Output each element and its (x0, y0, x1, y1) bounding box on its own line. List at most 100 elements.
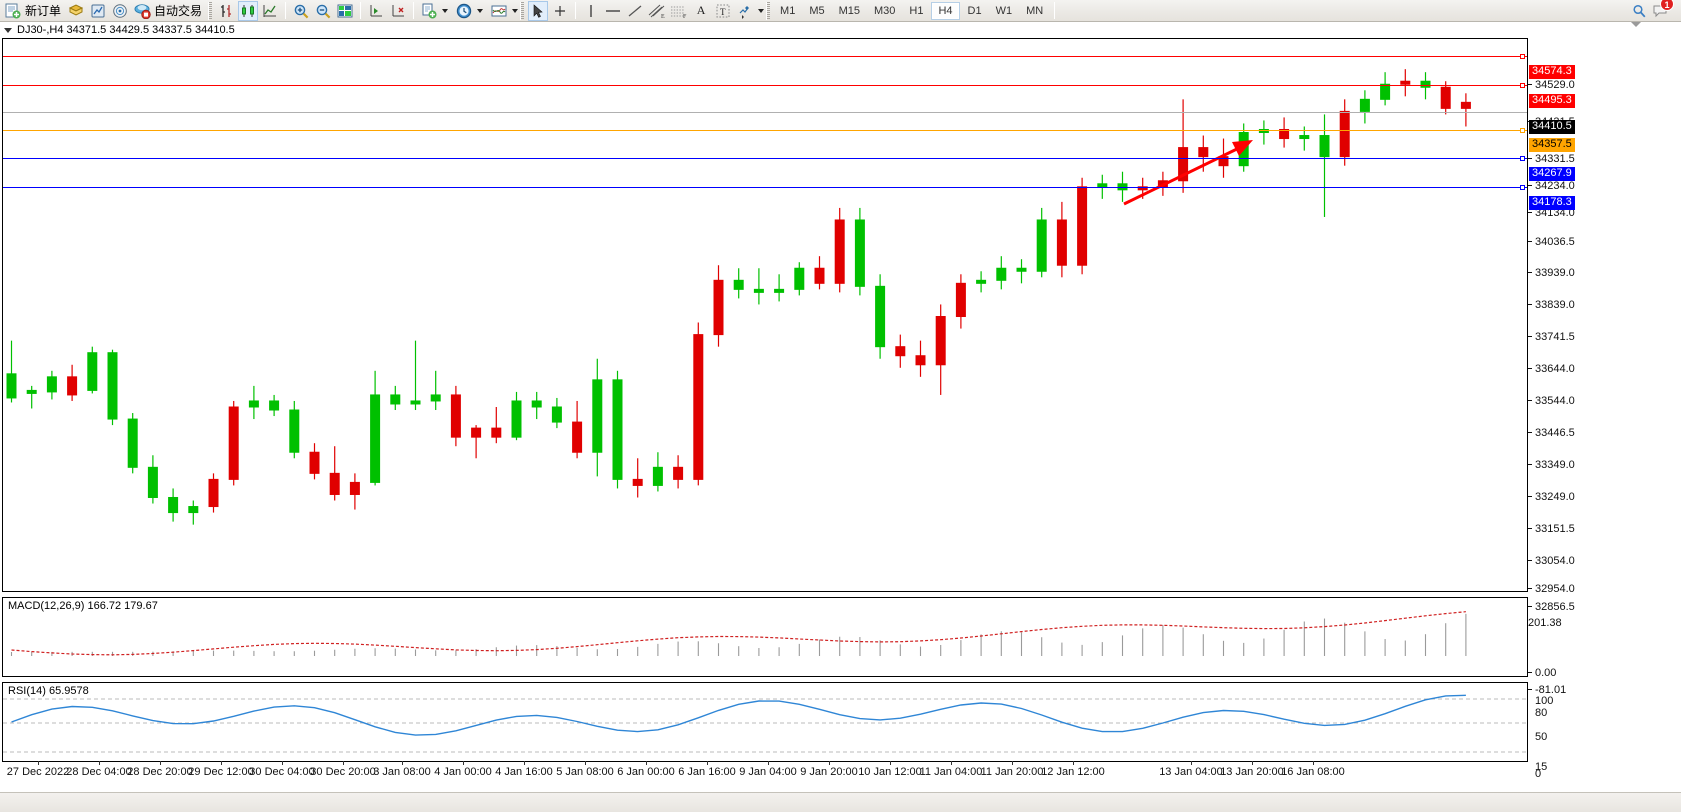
time-tick-mark (951, 761, 952, 765)
macd-pane[interactable]: MACD(12,26,9) 166.72 179.67 (2, 597, 1528, 677)
period-m30[interactable]: M30 (874, 4, 896, 17)
profiles-icon[interactable] (66, 1, 86, 21)
indicators-dropdown-caret-icon[interactable] (512, 8, 519, 13)
level-handle[interactable] (1520, 54, 1525, 59)
objects-icon[interactable] (735, 1, 755, 21)
price-axis[interactable]: 34529.034431.534331.534234.034134.034036… (1528, 38, 1681, 780)
price-pane[interactable] (2, 38, 1528, 592)
indicators-icon[interactable] (489, 1, 509, 21)
time-tick-mark (1012, 761, 1013, 765)
time-tick-label: 28 Dec 20:00 (127, 766, 193, 778)
autotrade-label: 自动交易 (154, 4, 203, 18)
candle-body (652, 466, 663, 486)
time-tick-label: 27 Dec 2022 (6, 766, 70, 778)
text-icon[interactable]: A (696, 3, 706, 17)
text-label-icon[interactable]: T (713, 1, 733, 21)
objects-dropdown-caret-icon[interactable] (758, 8, 765, 13)
alerts-icon[interactable]: 1 (1651, 0, 1674, 21)
time-tick-label: 10 Jan 12:00 (858, 766, 922, 778)
period-h4[interactable]: H4 (931, 1, 960, 20)
level-line-34357[interactable] (3, 128, 1527, 133)
time-tick-mark (1252, 761, 1253, 765)
macd-tick: -81.01 (1528, 684, 1566, 696)
new-order-label: 新订单 (25, 4, 62, 18)
time-tick-label: 9 Jan 20:00 (800, 766, 858, 778)
template-dropdown-caret-icon[interactable] (442, 8, 449, 13)
candle-body (1097, 183, 1108, 188)
fibonacci-icon[interactable]: F (669, 1, 689, 21)
price-tick: 33839.0 (1528, 299, 1575, 311)
candle-body (976, 279, 987, 284)
toolbar-grip[interactable] (208, 1, 213, 20)
level-line-34574[interactable] (3, 54, 1527, 59)
macd-tick: 201.38 (1528, 617, 1562, 629)
new-order-icon[interactable] (3, 1, 23, 21)
level-line-34178[interactable] (3, 185, 1527, 190)
price-level-label[interactable]: 34357.5 (1529, 138, 1575, 152)
crosshair-icon[interactable] (550, 1, 570, 21)
navigator-icon[interactable] (110, 1, 130, 21)
level-handle[interactable] (1520, 185, 1525, 190)
period-m15[interactable]: M15 (838, 4, 860, 17)
price-level-label[interactable]: 34495.3 (1529, 94, 1575, 108)
horizontal-line-icon[interactable] (603, 1, 623, 21)
price-tick: 33741.5 (1528, 331, 1575, 343)
level-handle[interactable] (1520, 128, 1525, 133)
trendline-icon[interactable] (625, 1, 645, 21)
autotrade-icon[interactable] (132, 1, 152, 21)
rsi-pane[interactable]: RSI(14) 65.9578 (2, 682, 1528, 762)
chart-window: DJ30-,H4 34371.5 34429.5 34337.5 34410.5… (0, 22, 1681, 812)
market-watch-icon[interactable] (88, 1, 108, 21)
vertical-line-icon[interactable] (581, 1, 601, 21)
cursor-icon[interactable] (528, 0, 549, 21)
candlestick-plot (6, 69, 1471, 525)
price-tick: 34331.5 (1528, 153, 1575, 165)
zoom-in-icon[interactable] (291, 1, 311, 21)
price-level-label[interactable]: 34574.3 (1529, 65, 1575, 79)
price-level-label[interactable]: 34410.5 (1529, 120, 1575, 134)
period-mn[interactable]: MN (1026, 4, 1044, 17)
candle-body (208, 478, 219, 508)
toolbar-grip[interactable] (520, 1, 525, 20)
period-w1[interactable]: W1 (995, 4, 1013, 17)
price-level-label[interactable]: 34267.9 (1529, 167, 1575, 181)
period-m1[interactable]: M1 (780, 4, 796, 17)
candle-body (450, 394, 461, 438)
period-icon[interactable] (454, 1, 474, 21)
time-tick-mark (1073, 761, 1074, 765)
candle-body (572, 421, 583, 453)
period-dropdown-caret-icon[interactable] (477, 8, 484, 13)
level-line-34267[interactable] (3, 156, 1527, 161)
candle-body (854, 219, 865, 287)
time-tick-mark (38, 761, 39, 765)
price-level-label[interactable]: 34178.3 (1529, 196, 1575, 210)
candle-body (733, 279, 744, 290)
candle-body (955, 282, 966, 318)
data-window-icon[interactable] (335, 1, 355, 21)
toolbar-grip[interactable] (766, 1, 771, 20)
period-h1[interactable]: H1 (909, 4, 924, 17)
time-tick-label: 16 Jan 08:00 (1281, 766, 1345, 778)
line-chart-icon[interactable] (260, 1, 280, 21)
period-d1[interactable]: D1 (967, 4, 982, 17)
search-icon[interactable] (1629, 1, 1649, 21)
template-icon[interactable] (419, 1, 439, 21)
chart-shift-icon[interactable] (366, 1, 386, 21)
window-collapse-icon[interactable] (1631, 22, 1641, 27)
auto-scroll-icon[interactable] (388, 1, 408, 21)
chart-menu-caret-icon[interactable] (4, 27, 12, 33)
toolbar-separator (1054, 2, 1056, 19)
level-line-34495[interactable] (3, 83, 1527, 88)
bar-chart-icon[interactable] (216, 1, 236, 21)
time-axis[interactable]: 27 Dec 2022 28 Dec 04:00 28 Dec 20:00 29 De… (2, 761, 1528, 781)
period-m5[interactable]: M5 (809, 4, 825, 17)
zoom-out-icon[interactable] (313, 1, 333, 21)
candle-body (390, 394, 401, 405)
equidistant-channel-icon[interactable]: E (647, 1, 667, 21)
level-handle[interactable] (1520, 83, 1525, 88)
time-tick-mark (585, 761, 586, 765)
level-handle[interactable] (1520, 156, 1525, 161)
time-tick-mark (343, 761, 344, 765)
candlestick-chart-icon[interactable] (238, 0, 259, 21)
price-tick: 33446.5 (1528, 427, 1575, 439)
